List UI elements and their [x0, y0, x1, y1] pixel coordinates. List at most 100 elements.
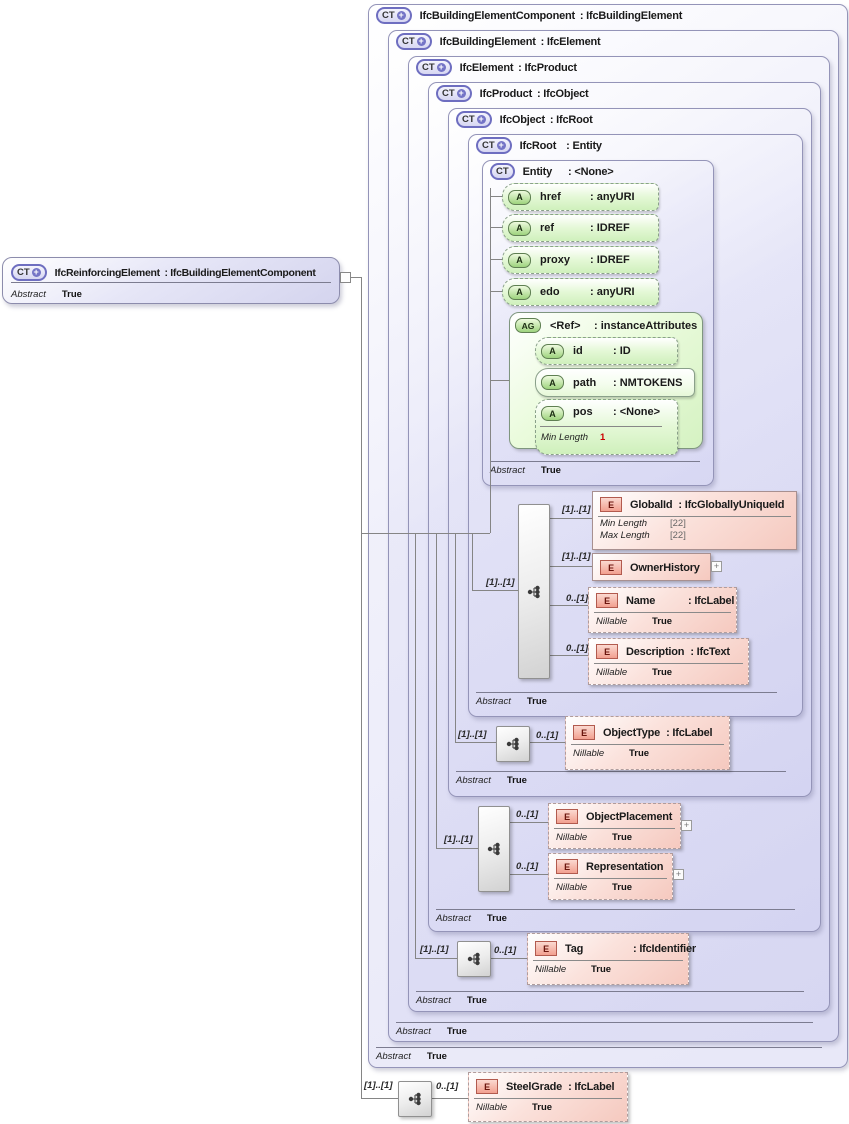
cardinality-label: [1]..[1]: [562, 504, 591, 515]
connector-line: [361, 1098, 398, 1099]
type-name: IfcProduct: [479, 87, 533, 100]
fact-abstract-ifcbuildingelement: Abstract True: [396, 1022, 813, 1037]
fact-abstract-entity: Abstract True: [490, 461, 700, 476]
base-type: : Entity: [566, 139, 602, 152]
connector-line: [548, 605, 588, 606]
connector-line: [361, 277, 362, 1099]
cardinality-label: [1]..[1]: [458, 729, 487, 740]
expand-icon: +: [496, 140, 506, 150]
cardinality-label: 0..[1]: [516, 861, 539, 872]
attribute-icon: A: [541, 343, 564, 359]
element-objecttype[interactable]: E ObjectType: IfcLabel Nillable True: [565, 716, 730, 770]
base-type: : IfcRoot: [549, 113, 593, 126]
connector-line: [361, 533, 490, 534]
fact-nillable: Nillable True: [596, 667, 673, 678]
cardinality-label: 0..[1]: [516, 809, 539, 820]
expand-icon: +: [396, 10, 406, 20]
connector-line: [490, 227, 502, 228]
element-steelgrade[interactable]: E SteelGrade: IfcLabel Nillable True: [468, 1072, 628, 1122]
expand-icon: +: [476, 114, 486, 124]
fact-nillable: Nillable True: [476, 1102, 553, 1113]
connector-line: [415, 533, 416, 958]
attribute-icon: A: [541, 406, 564, 421]
sequence-icon-ifcobject[interactable]: [496, 726, 530, 762]
connector-line: [508, 822, 548, 823]
connector-line: [436, 848, 478, 849]
separator: [571, 744, 724, 745]
element-objectplacement[interactable]: E ObjectPlacement Nillable True: [548, 803, 681, 849]
complex-type-icon[interactable]: CT +: [376, 7, 412, 24]
connector-line: [455, 533, 456, 742]
separator: [474, 1098, 622, 1099]
connector-line: [548, 566, 592, 567]
separator: [11, 282, 331, 283]
header-ifcbuildingelement: CT + IfcBuildingElement : IfcElement: [396, 33, 601, 50]
attribute-icon: A: [508, 252, 531, 268]
fact-pos-minlength: Min Length 1: [541, 432, 606, 443]
expand-icon: +: [456, 88, 466, 98]
attribute-group-icon: AG: [515, 318, 541, 333]
connector-line: [490, 188, 491, 533]
element-icon: E: [535, 941, 557, 956]
element-icon: E: [600, 560, 622, 575]
expand-icon: +: [31, 267, 41, 277]
connector-line: [528, 742, 565, 743]
connector-line: [490, 259, 502, 260]
element-representation[interactable]: E Representation Nillable True: [548, 853, 673, 900]
element-name[interactable]: E Name: IfcLabel Nillable True: [588, 587, 737, 633]
complex-type-icon[interactable]: CT +: [11, 264, 47, 281]
type-name: IfcReinforcingElement: [54, 266, 160, 279]
base-type: : <None>: [568, 165, 614, 178]
element-globalid[interactable]: E GlobalId: IfcGloballyUniqueId Min Lengt…: [592, 491, 797, 550]
separator: [554, 828, 675, 829]
sequence-icon-ifcroot[interactable]: [518, 504, 550, 679]
attribute-icon: A: [508, 189, 531, 205]
attribute-icon: A: [508, 220, 531, 236]
expand-icon: +: [416, 36, 426, 46]
sequence-icon-steelgrade[interactable]: [398, 1081, 432, 1117]
complex-type-icon[interactable]: CT +: [476, 137, 512, 154]
sequence-glyph: [527, 585, 540, 598]
fact-abstract-ifcroot: Abstract True: [476, 692, 777, 707]
fact-nillable: Nillable True: [573, 748, 650, 759]
element-icon: E: [596, 593, 618, 608]
element-icon: E: [556, 859, 578, 874]
sequence-icon-ifcelement[interactable]: [457, 941, 491, 977]
element-icon: E: [573, 725, 595, 740]
fact-abstract-ifcproduct: Abstract True: [436, 909, 795, 924]
cardinality-label: [1]..[1]: [364, 1080, 393, 1091]
fact-nillable: Nillable True: [535, 964, 612, 975]
element-tag[interactable]: E Tag: IfcIdentifier Nillable True: [527, 933, 696, 985]
element-description[interactable]: E Description: IfcText Nillable True: [588, 638, 749, 685]
attribute-pos: A pos: <None>: [535, 399, 678, 455]
complex-type-icon[interactable]: CT +: [436, 85, 472, 102]
cardinality-label: [1]..[1]: [486, 577, 515, 588]
element-icon: E: [596, 644, 618, 659]
connector-line: [472, 590, 518, 591]
expand-button-representation[interactable]: +: [673, 869, 684, 880]
connector-line: [455, 742, 496, 743]
type-name: IfcBuildingElement: [439, 35, 536, 48]
fact-nillable: Nillable True: [556, 832, 633, 843]
complex-type-icon[interactable]: CT +: [456, 111, 492, 128]
connector-line: [508, 874, 548, 875]
attribute-edo: A edo: anyURI: [502, 278, 659, 306]
sequence-icon-ifcproduct[interactable]: [478, 806, 510, 892]
sequence-glyph: [408, 1092, 421, 1106]
complex-type-icon[interactable]: CT: [490, 163, 515, 180]
cardinality-label: 0..[1]: [436, 1081, 459, 1092]
fact-abstract-ifcelement: Abstract True: [416, 991, 804, 1006]
expand-button-objectplacement[interactable]: +: [681, 820, 692, 831]
complex-type-icon[interactable]: CT +: [396, 33, 432, 50]
complex-type-icon[interactable]: CT +: [416, 59, 452, 76]
base-type: : IfcElement: [540, 35, 601, 48]
element-ownerhistory[interactable]: E OwnerHistory: [592, 553, 711, 581]
base-type: : IfcBuildingElementComponent: [164, 266, 316, 279]
connector-line: [548, 655, 588, 656]
separator: [594, 663, 743, 664]
root-type-box[interactable]: CT + IfcReinforcingElement : IfcBuildingE…: [2, 257, 340, 304]
type-name: Entity: [522, 165, 553, 178]
expand-button-ownerhistory[interactable]: +: [711, 561, 722, 572]
cardinality-label: 0..[1]: [566, 643, 589, 654]
